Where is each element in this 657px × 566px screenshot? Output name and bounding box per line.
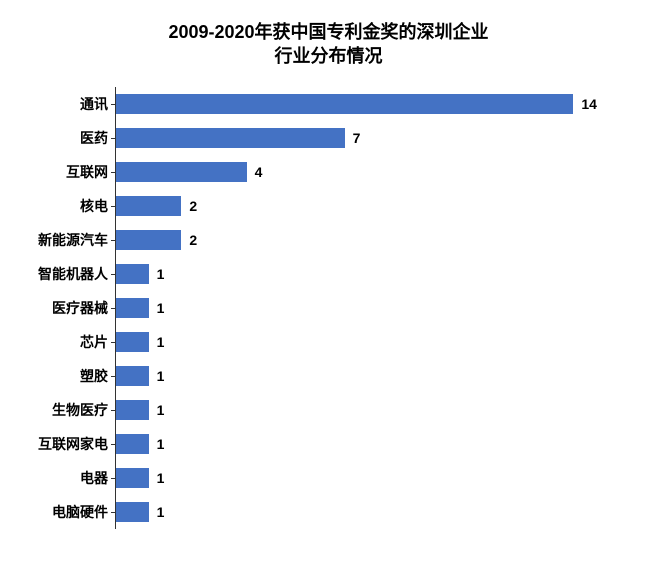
title-line-1: 2009-2020年获中国专利金奖的深圳企业 [30, 20, 627, 44]
bar-row: 核电2 [116, 189, 627, 223]
category-label: 电器 [80, 468, 116, 488]
value-label: 1 [149, 402, 165, 418]
value-label: 1 [149, 266, 165, 282]
bar-row: 医疗器械1 [116, 291, 627, 325]
value-label: 2 [181, 198, 197, 214]
chart-container: 2009-2020年获中国专利金奖的深圳企业 行业分布情况 通讯14医药7互联网… [0, 0, 657, 566]
chart-title: 2009-2020年获中国专利金奖的深圳企业 行业分布情况 [30, 20, 627, 69]
value-label: 1 [149, 300, 165, 316]
bar-row: 电脑硬件1 [116, 495, 627, 529]
bar-row: 通讯14 [116, 87, 627, 121]
category-label: 核电 [80, 196, 116, 216]
bar-row: 电器1 [116, 461, 627, 495]
category-label: 智能机器人 [38, 264, 116, 284]
bar [116, 230, 181, 250]
bar [116, 264, 149, 284]
bar [116, 366, 149, 386]
bar [116, 434, 149, 454]
bar-row: 智能机器人1 [116, 257, 627, 291]
bar-row: 互联网家电1 [116, 427, 627, 461]
value-label: 4 [247, 164, 263, 180]
bar [116, 196, 181, 216]
value-label: 2 [181, 232, 197, 248]
bar [116, 468, 149, 488]
category-label: 生物医疗 [52, 400, 116, 420]
bar-row: 医药7 [116, 121, 627, 155]
bar [116, 502, 149, 522]
bar [116, 162, 247, 182]
value-label: 1 [149, 368, 165, 384]
value-label: 1 [149, 436, 165, 452]
value-label: 1 [149, 470, 165, 486]
value-label: 1 [149, 334, 165, 350]
bar [116, 128, 345, 148]
category-label: 医疗器械 [52, 298, 116, 318]
category-label: 新能源汽车 [38, 230, 116, 250]
bar [116, 298, 149, 318]
category-label: 通讯 [80, 94, 116, 114]
bar-row: 生物医疗1 [116, 393, 627, 427]
category-label: 电脑硬件 [52, 502, 116, 522]
bar-row: 新能源汽车2 [116, 223, 627, 257]
bar-row: 芯片1 [116, 325, 627, 359]
bar-row: 塑胶1 [116, 359, 627, 393]
bar [116, 332, 149, 352]
bar-row: 互联网4 [116, 155, 627, 189]
category-label: 互联网 [66, 162, 116, 182]
bar [116, 400, 149, 420]
plot-area: 通讯14医药7互联网4核电2新能源汽车2智能机器人1医疗器械1芯片1塑胶1生物医… [115, 87, 627, 529]
category-label: 芯片 [80, 332, 116, 352]
value-label: 14 [573, 96, 597, 112]
category-label: 医药 [80, 128, 116, 148]
value-label: 7 [345, 130, 361, 146]
category-label: 塑胶 [80, 366, 116, 386]
title-line-2: 行业分布情况 [30, 44, 627, 68]
value-label: 1 [149, 504, 165, 520]
category-label: 互联网家电 [38, 434, 116, 454]
bar [116, 94, 573, 114]
